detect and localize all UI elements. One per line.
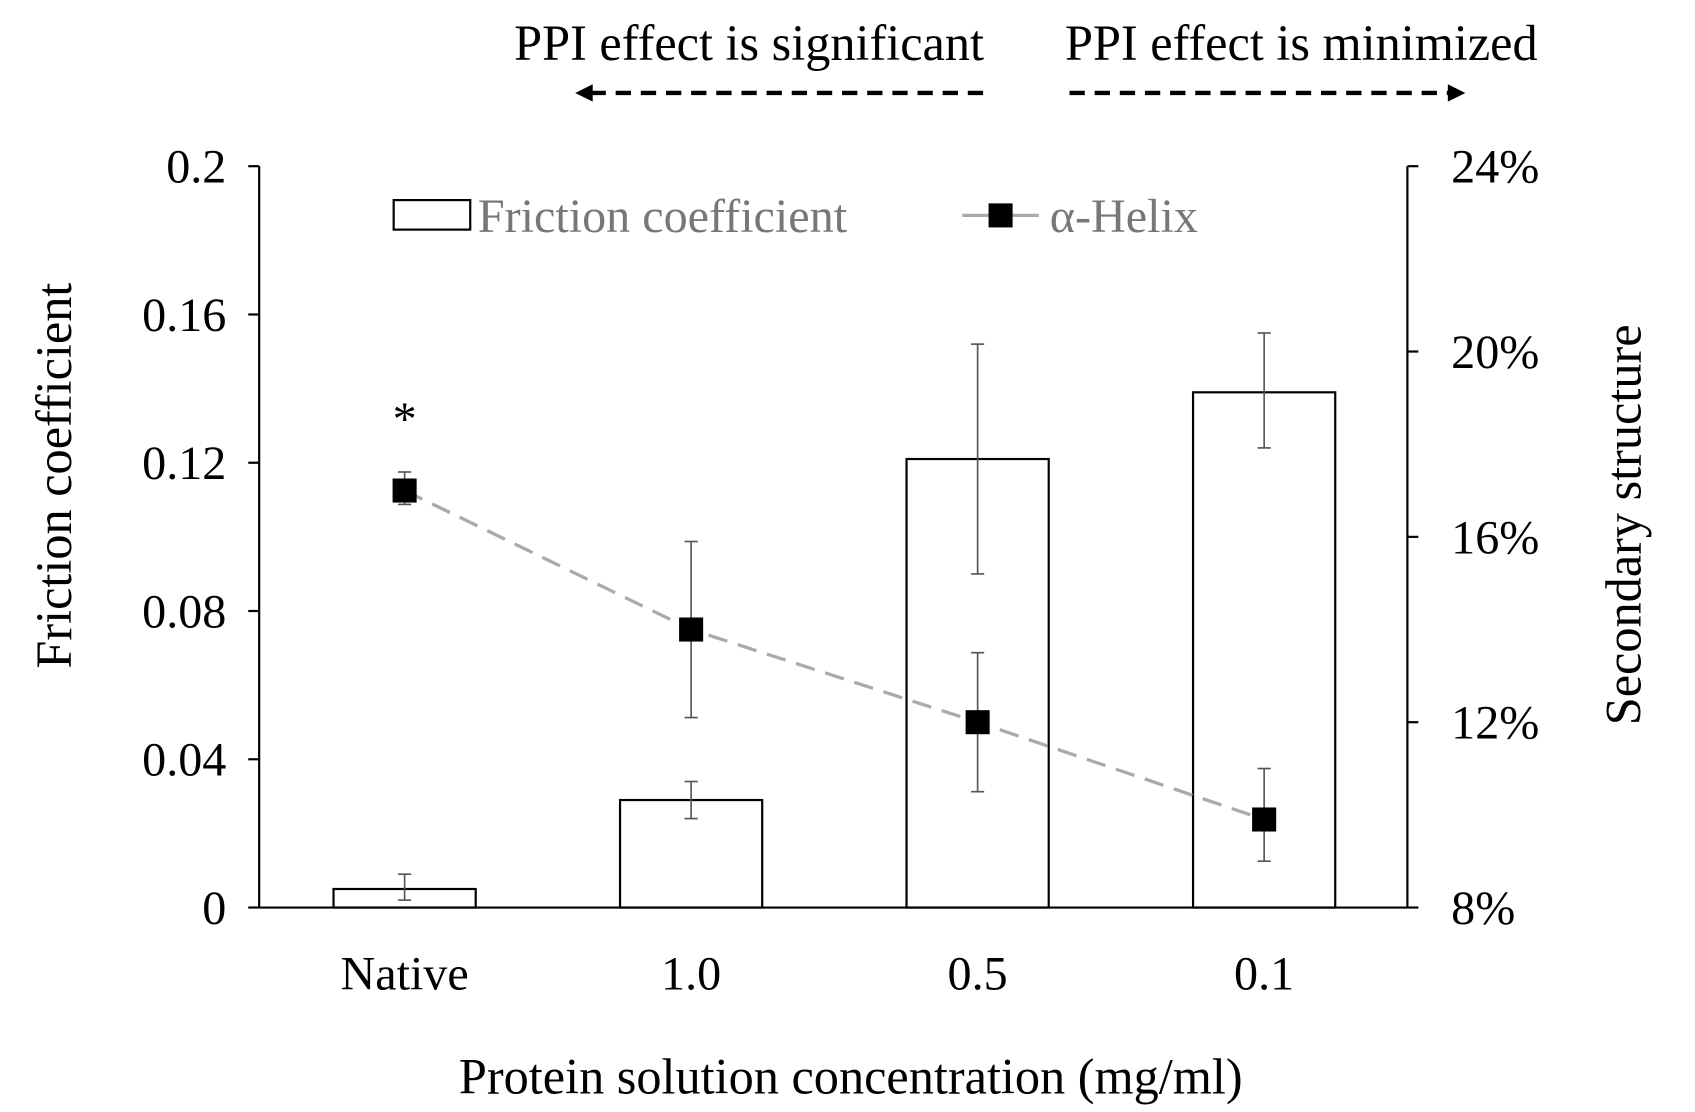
y-tick-label: 0 (202, 882, 226, 935)
y-axis-label: Friction coefficient (26, 283, 82, 669)
y2-tick-label: 16% (1451, 511, 1539, 564)
y-tick-label: 0.12 (142, 437, 226, 490)
helix-point (1252, 807, 1277, 832)
significance-marker: * (393, 393, 417, 446)
helix-point (679, 617, 704, 642)
legend-bar-swatch (392, 199, 472, 231)
x-tick-label: 1.0 (661, 948, 721, 1001)
y-tick-label: 0.2 (166, 141, 226, 194)
legend-bar-label: Friction coefficient (478, 190, 848, 243)
y-tick-label: 0.08 (142, 585, 226, 638)
x-tick-label: Native (340, 948, 468, 1001)
helix-point (392, 478, 417, 503)
y2-tick-label: 8% (1451, 882, 1515, 935)
y2-tick-label: 20% (1451, 326, 1539, 379)
helix-point (965, 710, 990, 735)
y-tick-label: 0.16 (142, 289, 226, 342)
x-axis-label: Protein solution concentration (mg/ml) (459, 1048, 1243, 1104)
annotation-right: PPI effect is minimized (1065, 15, 1538, 71)
y2-tick-label: 24% (1451, 141, 1539, 194)
y2-tick-label: 12% (1451, 697, 1539, 750)
y-tick-label: 0.04 (142, 734, 226, 787)
legend-line-marker (988, 203, 1013, 228)
y2-axis-label: Secondary structure (1595, 324, 1651, 725)
right-arrowhead (1447, 84, 1466, 102)
x-tick-label: 0.1 (1234, 948, 1294, 1001)
x-tick-label: 0.5 (948, 948, 1008, 1001)
legend-line-label: α-Helix (1050, 190, 1198, 243)
left-arrowhead (575, 84, 593, 102)
annotation-left: PPI effect is significant (514, 15, 984, 71)
helix-line (403, 489, 1265, 822)
